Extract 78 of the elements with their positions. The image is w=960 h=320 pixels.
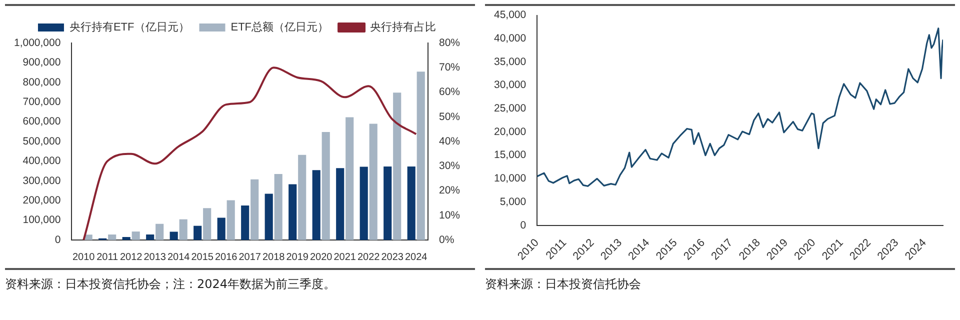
line-series <box>82 66 418 240</box>
y-tick-label: 300,000 <box>22 174 61 187</box>
x-tick-label: 2010 <box>72 252 96 263</box>
bar <box>132 232 140 240</box>
y2-tick-label: 0% <box>438 234 454 246</box>
bar <box>360 166 368 240</box>
bar <box>226 200 235 240</box>
y-tick-label: 40,000 <box>494 32 526 45</box>
bar <box>146 234 154 240</box>
bar <box>336 168 344 240</box>
bar <box>369 124 378 240</box>
bar <box>108 234 116 240</box>
bar <box>156 224 164 240</box>
y2-tick-label: 10% <box>438 209 460 222</box>
bar <box>264 194 273 240</box>
y-tick-label: 400,000 <box>22 155 61 168</box>
bar <box>416 72 425 240</box>
y2-tick-label: 60% <box>438 86 460 98</box>
bar <box>203 208 212 240</box>
y-tick-label: 0 <box>520 219 526 232</box>
x-tick-label: 2022 <box>357 252 380 263</box>
legend-label: 央行持有ETF（亿日元） <box>69 20 190 34</box>
y2-tick-label: 30% <box>438 160 460 172</box>
bar <box>250 179 259 240</box>
y-tick-label: 800,000 <box>22 76 61 88</box>
bar <box>217 218 226 240</box>
bar <box>393 92 402 240</box>
bar <box>241 206 250 240</box>
y-tick-label: 0 <box>54 234 61 246</box>
y-tick-label: 900,000 <box>22 56 61 69</box>
y-tick-label: 1,000,000 <box>14 36 61 49</box>
bar <box>122 237 130 240</box>
text: 资料来源：日本投资信托协会；注：2024年数据为前三季度。 <box>5 276 337 292</box>
y-tick-label: 700,000 <box>22 96 61 108</box>
y-tick-label: 200,000 <box>22 194 61 206</box>
bar <box>407 166 416 240</box>
bar <box>274 174 282 240</box>
x-tick-label: 2018 <box>262 252 286 263</box>
legend-label: ETF总额（亿日元） <box>230 20 329 34</box>
y-tick-label: 100,000 <box>22 214 61 226</box>
x-tick-label: 2021 <box>334 252 356 263</box>
x-tick-label: 2015 <box>191 252 214 263</box>
x-tick-label: 2017 <box>238 252 262 263</box>
bar <box>179 219 188 240</box>
bar <box>346 117 354 240</box>
bar <box>312 170 320 240</box>
bar <box>170 232 178 240</box>
y2-tick-label: 20% <box>438 184 460 197</box>
y-tick-label: 35,000 <box>494 56 526 68</box>
y2-tick-label: 70% <box>438 62 460 74</box>
x-tick-label: 2019 <box>286 252 309 263</box>
y-tick-label: 30,000 <box>494 79 526 92</box>
y-tick-label: 15,000 <box>494 149 526 162</box>
y-tick-label: 45,000 <box>494 9 526 22</box>
x-tick-label: 2014 <box>167 252 190 263</box>
text: 资料来源：日本投资信托协会 <box>485 276 642 292</box>
y-tick-label: 20,000 <box>494 126 526 138</box>
x-tick-label: 2020 <box>310 252 333 263</box>
y2-tick-label: 50% <box>438 110 460 123</box>
y-tick-label: 10,000 <box>494 172 526 185</box>
y2-tick-label: 80% <box>438 36 460 49</box>
y-tick-label: 25,000 <box>494 102 526 115</box>
y-tick-label: 500,000 <box>22 135 61 148</box>
bar <box>322 132 330 240</box>
bar <box>194 226 202 240</box>
x-tick-label: 2016 <box>214 252 238 263</box>
legend-label: 央行持有占比 <box>370 20 436 34</box>
x-tick-label: 2023 <box>381 252 404 263</box>
bar <box>288 184 297 240</box>
y-tick-label: 5,000 <box>500 196 526 208</box>
x-tick-label: 2013 <box>144 252 166 263</box>
y-tick-label: 600,000 <box>22 116 61 128</box>
bar <box>298 154 306 240</box>
x-tick-label: 2012 <box>120 252 143 263</box>
x-tick-label: 2024 <box>404 252 428 263</box>
bar <box>384 166 392 240</box>
x-tick-label: 2011 <box>96 252 119 263</box>
y2-tick-label: 40% <box>438 135 460 148</box>
